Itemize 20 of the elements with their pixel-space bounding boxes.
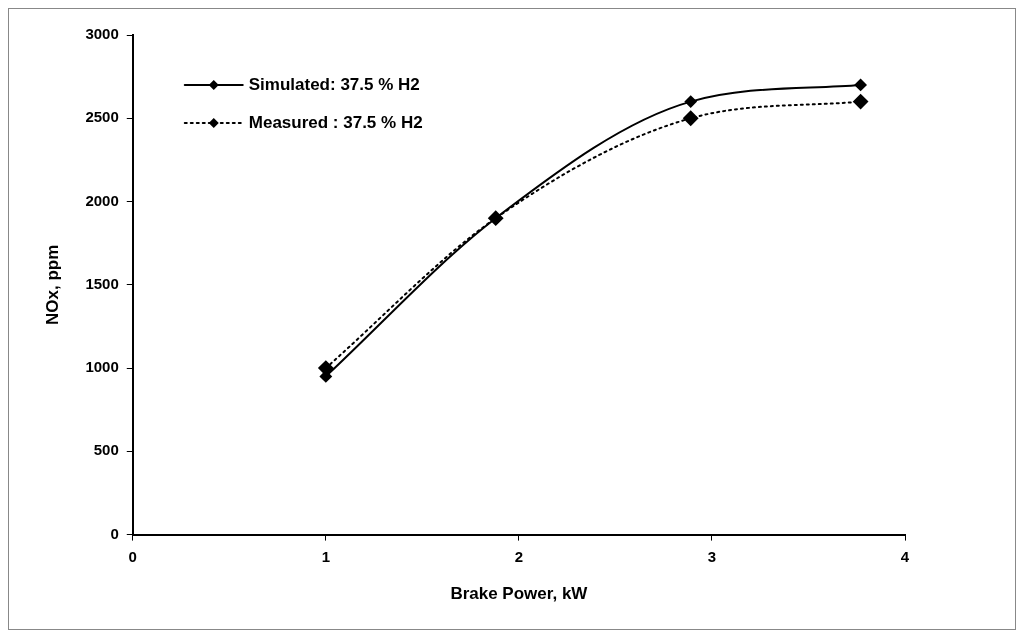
- y-axis-title: NOx, ppm: [42, 244, 62, 325]
- x-tick-label: 0: [128, 547, 137, 565]
- y-tick-label: 1500: [85, 274, 119, 292]
- legend-label: Measured : 37.5 % H2: [248, 112, 423, 132]
- x-axis-title: Brake Power, kW: [450, 584, 589, 604]
- y-tick-label: 0: [110, 524, 119, 542]
- y-tick-label: 500: [93, 441, 119, 459]
- legend-label: Simulated: 37.5 % H2: [248, 74, 420, 94]
- y-tick-label: 2000: [85, 191, 119, 209]
- x-tick-label: 3: [707, 547, 717, 565]
- point: [854, 78, 867, 91]
- point: [684, 95, 697, 108]
- y-tick-label: 3000: [85, 25, 119, 43]
- point: [853, 94, 869, 110]
- x-tick-label: 1: [321, 547, 330, 565]
- y-tick-label: 1000: [85, 358, 119, 376]
- y-tick-label: 2500: [85, 108, 119, 126]
- point: [683, 110, 699, 126]
- x-tick-label: 4: [900, 547, 910, 565]
- x-tick-label: 2: [514, 547, 524, 565]
